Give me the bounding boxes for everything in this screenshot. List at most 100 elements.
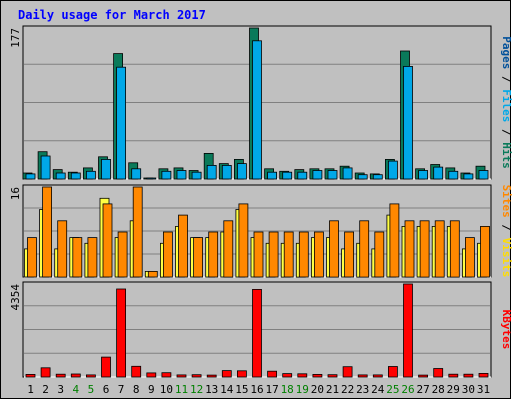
bar-visits-sites-day-12 [193,237,204,278]
bar-visits-sites-day-7 [117,231,128,278]
bar-kbytes-kbytes-day-20 [312,373,323,378]
bar-visits-sites-day-6 [102,203,113,278]
bar-kbytes-kbytes-day-12 [191,374,202,378]
day-label-11: 11 [175,383,188,396]
panel-kbytes-axis-label: KBytes [500,310,512,350]
bar-visits-sites-day-1 [27,237,37,278]
bar-kbytes-kbytes-day-1 [25,373,36,378]
bar-visits-sites-day-27 [419,220,430,278]
axis-label-part: KBytes [500,310,512,350]
day-label-9: 9 [148,383,155,396]
bar-hits-files-day-26 [403,66,413,180]
bar-visits-sites-day-23 [359,220,370,278]
bar-kbytes-kbytes-day-3 [55,373,66,378]
bar-visits-sites-day-28 [434,220,445,278]
bar-hits-files-day-19 [297,171,308,180]
bar-kbytes-kbytes-day-21 [327,374,338,378]
bar-kbytes-kbytes-day-24 [372,374,383,378]
day-label-22: 22 [341,383,354,396]
bar-kbytes-kbytes-day-27 [418,374,429,378]
chart-panels: 177 Pages / Files / Hits 16 Sites / Visits 4… [9,25,512,378]
panel-kbytes: 4354 KBytes [9,281,512,378]
bar-visits-sites-day-4 [72,237,83,278]
day-label-29: 29 [447,383,460,396]
day-label-15: 15 [235,383,248,396]
bar-visits-sites-day-5 [87,237,98,278]
bar-visits-sites-day-20 [313,231,324,278]
bar-visits-sites-day-3 [57,220,68,278]
bar-kbytes-kbytes-day-19 [297,373,308,378]
bar-visits-sites-day-9 [147,270,158,278]
bar-kbytes-kbytes-day-4 [70,373,81,378]
bar-kbytes-kbytes-day-13 [206,374,217,378]
bar-kbytes-kbytes-day-26 [403,283,413,378]
bar-hits-files-day-7 [116,66,126,180]
bar-hits-files-day-1 [25,173,36,180]
day-label-17: 17 [265,383,278,396]
day-label-25: 25 [386,383,399,396]
bar-kbytes-kbytes-day-9 [146,372,157,378]
bar-hits-files-day-16 [252,40,262,180]
axis-label-part: Files [500,89,512,122]
bar-hits-files-day-9 [146,177,157,180]
bar-hits-files-day-2 [40,155,51,180]
day-label-18: 18 [281,383,294,396]
panel-hits: 177 Pages / Files / Hits [9,25,512,180]
day-label-5: 5 [88,383,95,396]
day-label-24: 24 [371,383,385,396]
day-label-20: 20 [311,383,324,396]
bar-hits-files-day-23 [357,174,368,180]
bar-kbytes-kbytes-day-23 [357,374,368,378]
day-label-7: 7 [118,383,125,396]
bar-kbytes-kbytes-day-11 [176,374,187,378]
panel-visits-axis-label: Sites / Visits [500,185,512,278]
bar-visits-sites-day-25 [389,203,400,278]
bar-visits-sites-day-11 [178,214,188,278]
panel-visits-ymax-label: 16 [9,187,22,200]
bar-hits-files-day-30 [463,173,474,180]
day-label-30: 30 [462,383,475,396]
day-label-28: 28 [432,383,445,396]
bar-kbytes-kbytes-day-31 [478,372,489,378]
day-label-12: 12 [190,383,203,396]
bar-hits-files-day-13 [206,164,217,180]
day-label-1: 1 [27,383,34,396]
day-label-2: 2 [42,383,49,396]
bar-kbytes-kbytes-day-28 [433,368,444,378]
bar-kbytes-kbytes-day-18 [282,373,293,378]
bar-visits-sites-day-26 [404,220,415,278]
bar-hits-files-day-17 [267,171,278,180]
bar-visits-sites-day-17 [268,231,279,278]
day-label-26: 26 [401,383,414,396]
panel-visits: 16 Sites / Visits [9,184,512,278]
bar-kbytes-kbytes-day-22 [342,366,353,378]
bar-hits-files-day-28 [433,166,444,180]
bar-kbytes-kbytes-day-10 [161,372,172,378]
bar-hits-files-day-20 [312,170,323,180]
day-label-13: 13 [205,383,218,396]
bar-kbytes-kbytes-day-8 [131,365,142,378]
bar-kbytes-kbytes-day-17 [267,370,278,378]
bar-hits-files-day-18 [282,171,293,180]
day-label-16: 16 [250,383,263,396]
bar-hits-files-day-29 [448,170,459,180]
bar-hits-files-day-14 [221,164,232,180]
axis-label-part: / [500,122,512,142]
day-axis-labels: 1 2 3 4 5 6 7 8 9 10 11 12 13 14 15 16 17 18 19 20 21 22 23 24 2… [27,383,490,396]
bar-visits-sites-day-22 [344,231,355,278]
bar-hits-files-day-31 [478,170,489,180]
bar-visits-sites-day-30 [464,237,475,278]
axis-label-part: Hits [500,142,512,169]
bar-visits-sites-day-15 [238,203,249,278]
bar-hits-files-day-4 [70,172,81,180]
bar-hits-files-day-5 [86,170,96,180]
day-label-27: 27 [416,383,429,396]
bar-visits-sites-day-13 [208,231,219,278]
bar-hits-files-day-24 [372,174,383,180]
day-label-19: 19 [296,383,309,396]
day-label-31: 31 [477,383,490,396]
bar-kbytes-kbytes-day-14 [221,370,232,378]
bar-hits-files-day-8 [131,168,142,180]
bar-visits-sites-day-14 [223,220,234,278]
day-label-3: 3 [57,383,64,396]
